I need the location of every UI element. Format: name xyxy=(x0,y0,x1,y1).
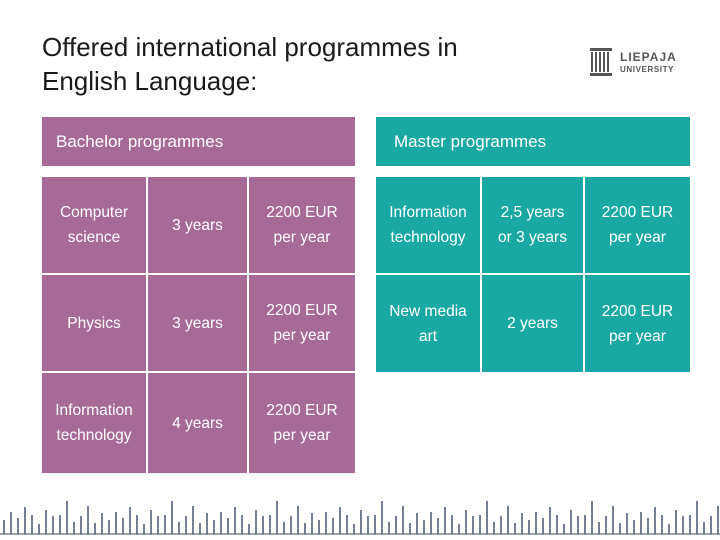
logo-text-line-2: UNIVERSITY xyxy=(620,65,675,74)
bachelor-row-3-name: Information technology xyxy=(42,373,146,473)
master-row-1-duration: 2,5 years or 3 years xyxy=(482,177,583,273)
columns-logo-icon xyxy=(590,48,612,76)
page-title-line-1: Offered international programmes in xyxy=(42,32,458,62)
master-row-1-name: Information technology xyxy=(376,177,480,273)
master-row-1-price: 2200 EUR per year xyxy=(585,177,690,273)
bachelor-row-3-price: 2200 EUR per year xyxy=(249,373,355,473)
bachelor-programmes-header: Bachelor programmes xyxy=(42,117,355,166)
master-programmes-header: Master programmes xyxy=(376,117,690,166)
bachelor-row-2-duration: 3 years xyxy=(148,275,247,371)
page-title-line-2: English Language: xyxy=(42,66,258,96)
master-row-2-name: New media art xyxy=(376,275,480,372)
bachelor-row-1-name: Computer science xyxy=(42,177,146,273)
master-row-2-price: 2200 EUR per year xyxy=(585,275,690,372)
logo-text-line-1: LIEPAJA xyxy=(620,50,677,64)
bachelor-row-1-price: 2200 EUR per year xyxy=(249,177,355,273)
master-row-2-duration: 2 years xyxy=(482,275,583,372)
bachelor-row-2-name: Physics xyxy=(42,275,146,371)
page-title: Offered international programmes in Engl… xyxy=(42,30,458,98)
bachelor-row-1-duration: 3 years xyxy=(148,177,247,273)
university-logo: LIEPAJA UNIVERSITY xyxy=(590,48,690,76)
bachelor-row-2-price: 2200 EUR per year xyxy=(249,275,355,371)
bachelor-row-3-duration: 4 years xyxy=(148,373,247,473)
logo-text: LIEPAJA UNIVERSITY xyxy=(620,51,677,74)
decorative-ruler xyxy=(0,501,720,535)
